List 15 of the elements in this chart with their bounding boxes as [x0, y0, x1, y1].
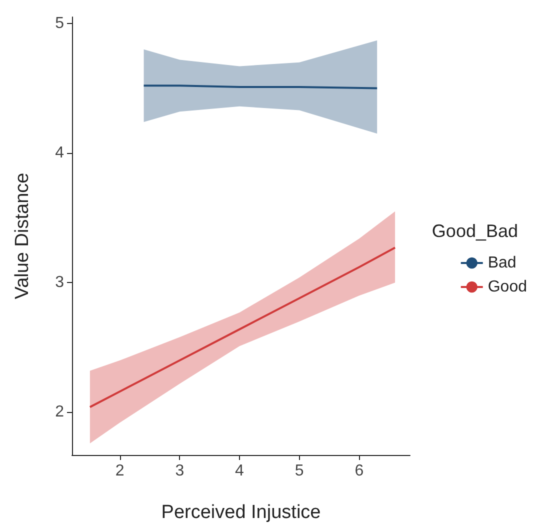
y-axis-title: Value Distance	[12, 172, 33, 300]
y-tick-label: 3	[55, 274, 64, 292]
y-tick-label: 2	[55, 404, 64, 421]
x-tick-label: 6	[354, 462, 364, 480]
x-tick-label: 4	[235, 462, 244, 480]
x-axis-title: Perceived Injustice	[161, 502, 321, 523]
legend-label: Bad	[488, 254, 516, 272]
line-series	[88, 246, 396, 408]
x-tick-label: 5	[294, 462, 304, 480]
legend-label: Good	[488, 278, 527, 296]
y-tick-label: 5	[55, 14, 64, 32]
x-tick-label: 2	[115, 462, 124, 480]
x-tick-label: 3	[175, 462, 184, 480]
legend-title: Good_Bad	[432, 221, 518, 241]
y-tick-label: 4	[55, 144, 64, 162]
